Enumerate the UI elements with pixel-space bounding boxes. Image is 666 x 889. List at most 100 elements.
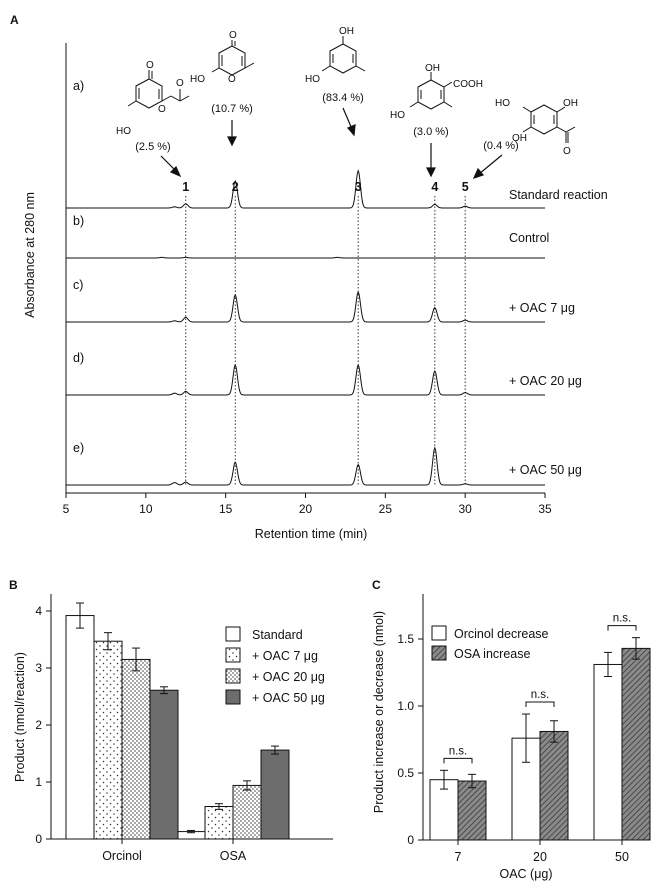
legend-label-b: + OAC 50 μg xyxy=(252,691,325,705)
bar-b xyxy=(204,806,234,840)
trace-row-label: e) xyxy=(73,441,84,455)
legend-label-b: + OAC 7 μg xyxy=(252,649,318,663)
structure-2-percent: (10.7 %) xyxy=(211,103,253,115)
trace-row-label: c) xyxy=(73,278,83,292)
peak-number-label: 1 xyxy=(182,180,189,194)
legend-swatch-c xyxy=(431,625,447,641)
trace-row-label: b) xyxy=(73,214,84,228)
structure-1-substituent: O xyxy=(158,104,166,115)
structure-2 xyxy=(211,40,255,76)
significance-label: n.s. xyxy=(613,613,632,625)
legend-label-c: Orcinol decrease xyxy=(454,627,549,641)
panel-b-y-tick-label: 0 xyxy=(35,832,42,846)
significance-label: n.s. xyxy=(531,689,550,701)
chromatogram-trace xyxy=(66,169,545,209)
peak-number-label: 2 xyxy=(232,180,239,194)
structure-2-substituent: HO xyxy=(190,74,205,85)
significance-label: n.s. xyxy=(449,745,468,757)
structure-2-substituent: O xyxy=(228,74,236,85)
trace-label: + OAC 50 μg xyxy=(509,463,582,477)
panel-c-category-label: 7 xyxy=(455,850,462,864)
trace-row-label: d) xyxy=(73,351,84,365)
significance-bracket xyxy=(443,757,473,764)
bar-b xyxy=(260,749,290,840)
structure-3-substituent: HO xyxy=(305,74,320,85)
structure-4-substituent: COOH xyxy=(453,79,483,90)
panel-a-x-tick-label: 15 xyxy=(219,502,233,516)
bar-c xyxy=(457,780,487,841)
structure-1-substituent: HO xyxy=(116,126,131,137)
bar-b xyxy=(65,615,95,840)
legend-swatch-b xyxy=(225,647,241,663)
panel-c-y-axis-label: Product increase or decrease (nmol) xyxy=(372,611,386,813)
chromatogram-trace xyxy=(66,363,545,396)
structure-4-substituent: HO xyxy=(390,110,405,121)
legend-label-c: OSA increase xyxy=(454,647,530,661)
chromatogram-trace xyxy=(66,256,545,259)
bar-c xyxy=(539,730,569,841)
panel-b-y-tick-label: 1 xyxy=(35,775,42,789)
structure-5-substituent: OH xyxy=(563,98,578,109)
structure-3 xyxy=(321,36,366,74)
peak-number-label: 3 xyxy=(355,180,362,194)
structure-5-substituent: OH xyxy=(512,133,527,144)
panel-a-x-axis-label: Retention time (min) xyxy=(255,527,368,541)
legend-swatch-c xyxy=(431,645,447,661)
structure-5-percent: (0.4 %) xyxy=(483,140,518,152)
panel-a-x-tick-label: 30 xyxy=(458,502,472,516)
bar-c xyxy=(593,663,623,841)
chromatogram-trace xyxy=(66,446,545,486)
panel-a-x-tick-label: 5 xyxy=(63,502,70,516)
structure-3-percent: (83.4 %) xyxy=(322,92,364,104)
panel-c-y-tick-label: 0 xyxy=(407,833,414,847)
structure-5-substituent: O xyxy=(563,146,571,157)
trace-label: Control xyxy=(509,231,549,245)
legend-label-b: + OAC 20 μg xyxy=(252,670,325,684)
panel-c-y-tick-label: 1.0 xyxy=(397,699,414,713)
trace-label: + OAC 20 μg xyxy=(509,374,582,388)
panel-a-y-axis-label: Absorbance at 280 nm xyxy=(23,192,37,318)
legend-swatch-b xyxy=(225,668,241,684)
structure-5 xyxy=(522,104,576,143)
structure-2-substituent: O xyxy=(229,30,237,41)
panel-c-x-axis-label: OAC (μg) xyxy=(499,867,552,881)
significance-bracket xyxy=(525,701,555,708)
structure-1-substituent: O xyxy=(146,60,154,71)
bar-b xyxy=(93,640,123,840)
panel-c-y-tick-label: 0.5 xyxy=(397,766,414,780)
panel-a: A Absorbance at 280 nm Retention time (m… xyxy=(10,13,608,541)
structure-3-substituent: OH xyxy=(339,26,354,37)
peak-number-label: 5 xyxy=(462,180,469,194)
trace-row-label: a) xyxy=(73,79,84,93)
panel-label-c: C xyxy=(372,578,381,592)
panel-a-x-tick-label: 25 xyxy=(379,502,393,516)
panel-c-y-tick-label: 1.5 xyxy=(397,632,414,646)
panel-b: B Product (nmol/reaction) 0 1 2 3 4 Orcinol O… xyxy=(9,578,333,863)
structure-4 xyxy=(409,72,453,110)
structure-1-substituent: O xyxy=(176,78,184,89)
panel-b-y-tick-label: 4 xyxy=(35,604,42,618)
legend-swatch-b xyxy=(225,626,241,642)
bar-c xyxy=(621,647,651,841)
panel-b-y-tick-label: 2 xyxy=(35,718,42,732)
structure-1 xyxy=(127,70,190,109)
trace-label: + OAC 7 μg xyxy=(509,301,575,315)
legend-label-b: Standard xyxy=(252,628,303,642)
panel-label-b: B xyxy=(9,578,18,592)
legend-swatch-b xyxy=(225,689,241,705)
bar-b xyxy=(232,784,262,840)
panel-label-a: A xyxy=(10,13,19,27)
structure-5-substituent: HO xyxy=(495,98,510,109)
structure-1-percent: (2.5 %) xyxy=(135,141,170,153)
trace-label: Standard reaction xyxy=(509,188,608,202)
peak-number-label: 4 xyxy=(431,180,438,194)
panel-b-y-axis-label: Product (nmol/reaction) xyxy=(13,652,27,782)
panel-c-category-label: 20 xyxy=(533,850,547,864)
structure-4-substituent: OH xyxy=(425,63,440,74)
panel-c: C Product increase or decrease (nmol) OA… xyxy=(372,578,651,881)
panel-a-x-tick-label: 20 xyxy=(299,502,313,516)
panel-b-y-tick-label: 3 xyxy=(35,661,42,675)
panel-a-x-tick-label: 35 xyxy=(538,502,552,516)
panel-a-x-tick-label: 10 xyxy=(139,502,153,516)
peak-arrows xyxy=(160,107,503,179)
